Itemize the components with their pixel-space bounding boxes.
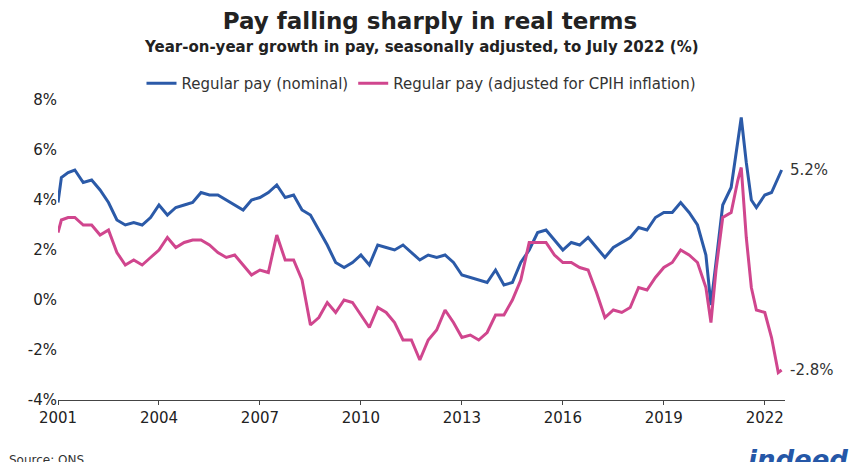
svg-text:2001: 2001 [39,409,77,427]
svg-text:Year-on-year growth in pay, se: Year-on-year growth in pay, seasonally a… [144,38,699,56]
svg-text:-2.8%: -2.8% [790,361,834,379]
svg-text:-4%: -4% [28,391,57,409]
svg-text:6%: 6% [33,141,57,159]
svg-text:Source: ONS: Source: ONS [9,453,84,462]
svg-text:Regular pay (nominal): Regular pay (nominal) [182,75,349,93]
svg-text:2013: 2013 [443,409,481,427]
svg-text:2019: 2019 [645,409,683,427]
svg-text:4%: 4% [33,191,57,209]
svg-text:Regular pay (adjusted for CPIH: Regular pay (adjusted for CPIH inflation… [393,75,695,93]
svg-text:-2%: -2% [28,341,57,359]
svg-text:2010: 2010 [342,409,380,427]
svg-text:8%: 8% [33,91,57,109]
svg-text:indeed: indeed [748,445,848,462]
svg-text:0%: 0% [33,291,57,309]
svg-text:2004: 2004 [140,409,178,427]
svg-text:5.2%: 5.2% [790,161,828,179]
svg-text:2%: 2% [33,241,57,259]
svg-text:Pay falling sharply in real te: Pay falling sharply in real terms [223,8,638,34]
svg-text:2022: 2022 [746,409,784,427]
svg-text:2016: 2016 [544,409,582,427]
svg-text:2007: 2007 [241,409,279,427]
